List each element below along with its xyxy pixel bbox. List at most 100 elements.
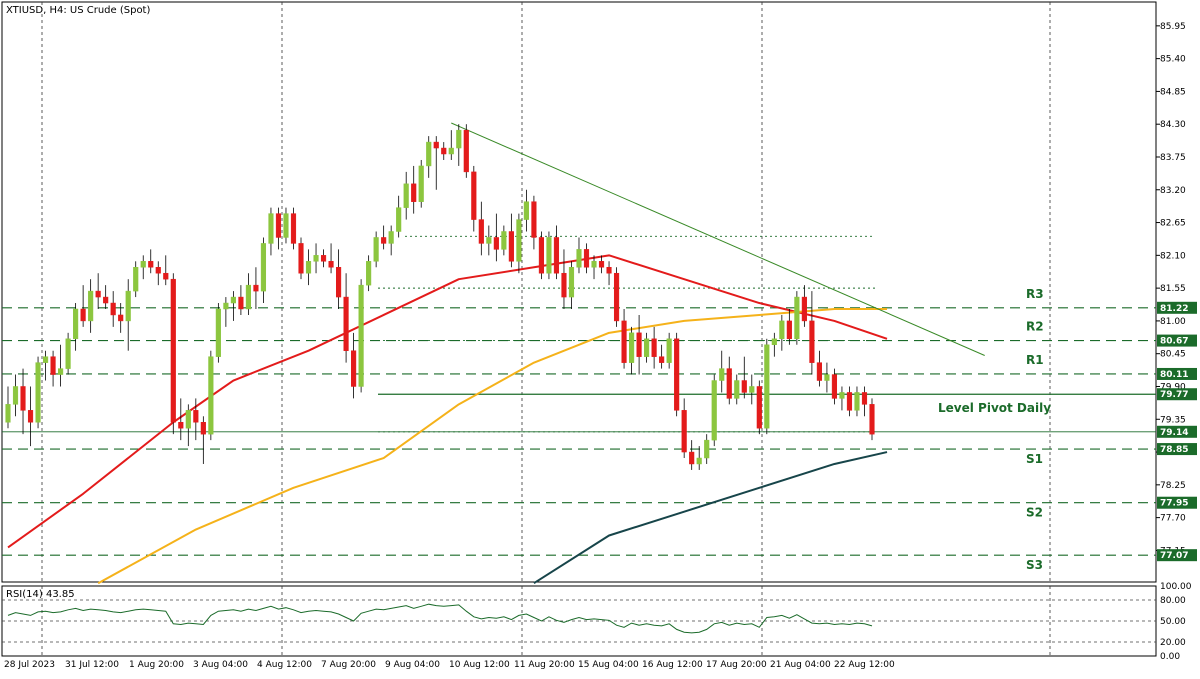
candle bbox=[411, 165, 417, 214]
candle bbox=[801, 285, 807, 327]
y-tick-label: 82.10 bbox=[1160, 251, 1186, 261]
candle-body bbox=[148, 261, 154, 268]
candle-body bbox=[343, 296, 349, 351]
candle bbox=[12, 374, 19, 417]
candle bbox=[35, 356, 41, 429]
candle-body bbox=[305, 261, 312, 274]
candle bbox=[433, 136, 439, 190]
candle bbox=[629, 326, 635, 375]
x-tick-label: 9 Aug 04:00 bbox=[385, 660, 440, 670]
candle-body bbox=[320, 255, 327, 262]
candle bbox=[734, 374, 740, 405]
candle-body bbox=[88, 290, 94, 322]
y-tick-label: 79.90 bbox=[1160, 382, 1186, 392]
candle bbox=[538, 231, 545, 280]
candle-body bbox=[741, 380, 747, 393]
candle bbox=[20, 368, 26, 435]
candle bbox=[553, 225, 560, 280]
candle-body bbox=[779, 320, 785, 340]
candle-body bbox=[456, 129, 462, 149]
candle bbox=[674, 332, 680, 417]
candle-body bbox=[508, 231, 514, 262]
candle bbox=[396, 195, 402, 238]
candle bbox=[185, 404, 191, 447]
candle bbox=[245, 273, 251, 315]
price-tag-r1: 80.11 bbox=[1160, 370, 1188, 380]
price-tag-box bbox=[1157, 549, 1197, 562]
price-tag-pivot: 79.77 bbox=[1160, 390, 1188, 400]
candle-body bbox=[328, 261, 334, 268]
candle bbox=[118, 303, 124, 333]
x-tick-label: 7 Aug 20:00 bbox=[321, 660, 376, 670]
candle-body bbox=[290, 213, 297, 244]
candle-body bbox=[831, 374, 838, 399]
price-tag-box bbox=[1157, 496, 1197, 509]
candle-body bbox=[869, 404, 875, 435]
candle-body bbox=[268, 213, 274, 244]
candle bbox=[816, 350, 822, 387]
candle-body bbox=[568, 267, 575, 298]
candle-body bbox=[801, 296, 807, 322]
candle bbox=[27, 386, 34, 447]
candle bbox=[426, 136, 432, 178]
level-label-pivot: Level Pivot Daily bbox=[938, 401, 1051, 415]
candle-body bbox=[794, 296, 800, 340]
x-tick-label: 3 Aug 04:00 bbox=[193, 660, 248, 670]
candle bbox=[591, 255, 597, 280]
price-tag-s2: 77.95 bbox=[1160, 499, 1188, 509]
trendline bbox=[451, 122, 985, 356]
candle bbox=[839, 386, 845, 411]
candle bbox=[854, 386, 860, 417]
candle bbox=[208, 350, 214, 441]
level-label-s1: S1 bbox=[1026, 452, 1043, 466]
candle-body bbox=[103, 296, 109, 304]
candle bbox=[741, 356, 747, 399]
candle bbox=[493, 213, 499, 262]
candle bbox=[689, 440, 695, 470]
candle-body bbox=[463, 129, 469, 173]
candle-body bbox=[666, 338, 672, 363]
x-tick-label: 16 Aug 12:00 bbox=[642, 660, 703, 670]
candle-body bbox=[861, 392, 868, 405]
price-tag-box bbox=[1157, 443, 1197, 456]
candle bbox=[448, 130, 454, 160]
candle-body bbox=[538, 237, 545, 274]
candle bbox=[809, 291, 815, 375]
candle-body bbox=[756, 386, 762, 429]
candle-body bbox=[681, 410, 687, 453]
y-tick-label: 82.65 bbox=[1160, 219, 1186, 229]
candle-body bbox=[373, 237, 379, 262]
candle bbox=[824, 362, 830, 393]
rsi-tick-label: 0.00 bbox=[1160, 652, 1180, 662]
y-tick-label: 81.55 bbox=[1160, 284, 1186, 294]
candle bbox=[531, 195, 537, 250]
price-tag-s3: 77.07 bbox=[1160, 551, 1188, 561]
candle bbox=[125, 279, 131, 351]
candle-body bbox=[531, 201, 537, 238]
candle bbox=[328, 243, 334, 274]
candle bbox=[305, 249, 312, 286]
candle bbox=[771, 332, 777, 357]
candle-body bbox=[238, 296, 244, 310]
candle-body bbox=[388, 231, 394, 244]
candle-body bbox=[764, 344, 770, 429]
y-tick-label: 78.25 bbox=[1160, 481, 1186, 491]
candle-body bbox=[493, 237, 499, 250]
candle bbox=[343, 273, 349, 363]
candle bbox=[583, 243, 590, 274]
candle bbox=[711, 374, 717, 447]
candle-body bbox=[170, 278, 176, 423]
price-tag-s1: 78.85 bbox=[1160, 445, 1188, 455]
candle-body bbox=[366, 261, 372, 286]
candle-body bbox=[245, 284, 251, 310]
candle bbox=[486, 225, 492, 256]
candle-body bbox=[163, 272, 169, 280]
candle-body bbox=[854, 392, 860, 411]
candle-body bbox=[230, 296, 236, 304]
candle bbox=[786, 308, 792, 345]
candle bbox=[170, 273, 176, 435]
y-tick-label: 77.70 bbox=[1160, 514, 1186, 524]
candle-body bbox=[591, 261, 597, 268]
candle bbox=[659, 344, 665, 369]
